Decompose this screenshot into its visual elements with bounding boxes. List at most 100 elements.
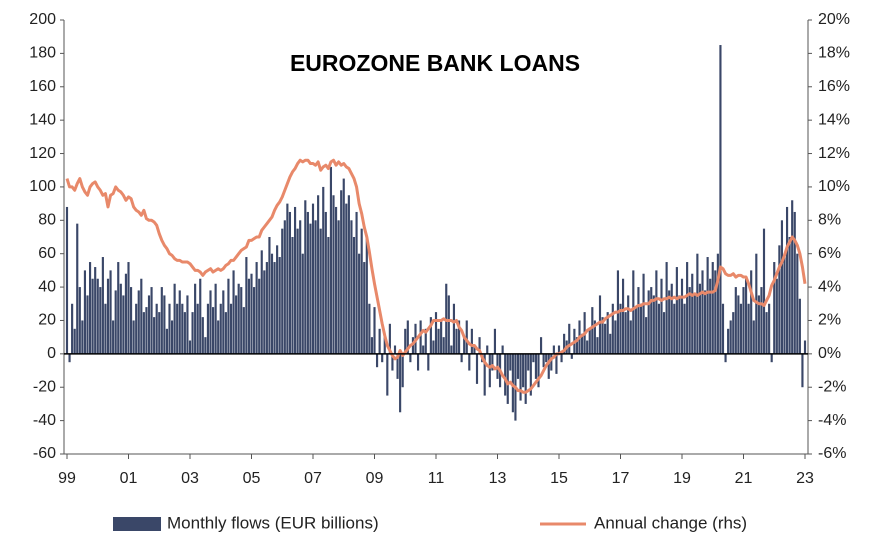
bar <box>250 273 253 354</box>
bar <box>693 295 696 354</box>
bar <box>309 223 312 354</box>
y2-tick-label: 16% <box>818 78 850 95</box>
bar <box>575 337 579 354</box>
bar <box>196 303 199 354</box>
bar <box>627 295 630 354</box>
bar <box>701 270 704 354</box>
bar <box>375 353 379 368</box>
y2-tick-label: 10% <box>818 178 850 195</box>
bar <box>124 273 128 354</box>
bar <box>475 353 479 384</box>
bar <box>217 320 220 354</box>
bar <box>788 237 791 354</box>
bar <box>465 320 468 354</box>
bar <box>537 353 540 388</box>
bar <box>668 290 671 354</box>
bar <box>606 312 609 354</box>
bar <box>516 353 520 379</box>
bar <box>416 353 420 371</box>
bar <box>329 166 333 354</box>
bar <box>158 312 161 354</box>
bar <box>163 295 166 354</box>
bar <box>657 303 661 354</box>
bar <box>96 278 99 354</box>
bar <box>552 345 555 354</box>
bar <box>368 303 371 354</box>
bar <box>293 206 297 354</box>
bar <box>591 307 594 354</box>
bar <box>650 287 653 354</box>
bar <box>314 220 317 354</box>
bar <box>347 195 350 354</box>
x-tick-label: 11 <box>428 470 445 487</box>
bar <box>486 345 489 354</box>
y2-tick-label: -6% <box>818 445 846 462</box>
bar <box>440 320 443 354</box>
bar <box>555 353 558 374</box>
bar <box>291 237 294 354</box>
bar <box>647 290 650 354</box>
bar <box>222 290 225 354</box>
bar <box>186 295 189 354</box>
bar <box>278 257 281 354</box>
bar <box>224 312 227 354</box>
bar <box>529 353 532 396</box>
y2-tick-label: 18% <box>818 45 850 62</box>
bar <box>191 312 194 354</box>
bar <box>135 303 138 354</box>
bar <box>76 223 79 354</box>
bar <box>660 278 663 354</box>
bar <box>260 250 263 354</box>
bar <box>324 211 327 354</box>
bar <box>457 320 461 354</box>
bar <box>629 320 632 354</box>
x-tick-label: 05 <box>243 470 261 487</box>
y-tick-label: -60 <box>33 445 56 462</box>
bar <box>539 337 543 354</box>
bar <box>470 328 473 354</box>
bar <box>240 287 243 354</box>
bar <box>299 220 302 354</box>
bar <box>721 303 725 354</box>
bar <box>168 303 171 354</box>
y-tick-label: 0 <box>47 345 56 362</box>
bar <box>729 320 732 354</box>
bar <box>373 307 376 354</box>
x-tick-label: 13 <box>489 470 507 487</box>
bar <box>686 262 689 354</box>
bar <box>673 303 676 354</box>
bar <box>509 353 512 371</box>
bar <box>209 290 212 354</box>
bar <box>101 257 104 354</box>
bar <box>119 283 122 354</box>
x-tick-label: 17 <box>612 470 630 487</box>
bar <box>232 270 235 354</box>
bar <box>652 295 655 354</box>
bar <box>452 303 456 354</box>
bar <box>534 353 538 379</box>
bar <box>488 353 491 388</box>
bar <box>493 328 497 354</box>
y-tick-label: 140 <box>29 111 56 128</box>
bar <box>422 345 425 354</box>
bar <box>273 262 276 354</box>
bar <box>429 317 432 354</box>
bar <box>311 203 315 354</box>
bar <box>181 303 184 354</box>
bar <box>342 178 345 354</box>
bar <box>214 283 217 354</box>
bar <box>296 228 299 354</box>
bar <box>211 307 215 354</box>
bar <box>219 303 222 354</box>
x-tick-label: 19 <box>673 470 691 487</box>
bar <box>688 287 691 354</box>
x-tick-label: 01 <box>120 470 138 487</box>
bar <box>563 333 566 354</box>
bar <box>281 228 284 354</box>
bar <box>783 253 786 354</box>
bar <box>734 287 737 354</box>
bar <box>768 303 771 354</box>
bar <box>727 328 730 354</box>
bar <box>204 337 207 354</box>
bar <box>545 353 548 363</box>
